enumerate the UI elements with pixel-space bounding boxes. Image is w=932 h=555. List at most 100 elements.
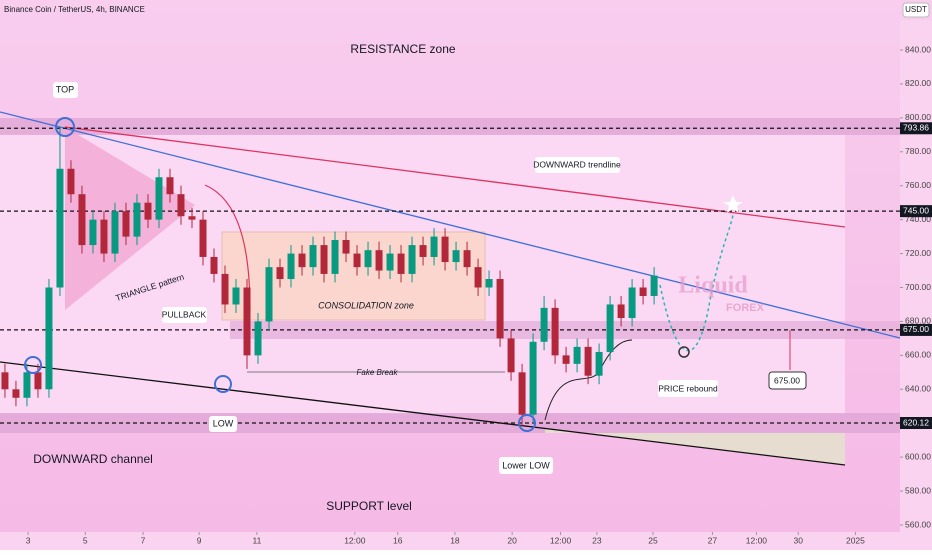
price-axis — [900, 20, 932, 532]
candle-body — [441, 236, 449, 263]
level-box — [900, 205, 932, 218]
annotation: RESISTANCE zone — [350, 42, 455, 56]
label-box — [768, 371, 807, 390]
candle-body — [56, 168, 64, 288]
candle-body — [210, 256, 218, 274]
x-tick-label: 2025 — [846, 535, 865, 545]
candle-body — [364, 250, 372, 268]
candle-body — [111, 211, 119, 254]
candle-body — [419, 245, 427, 257]
level-box — [900, 417, 932, 430]
candle-body — [155, 177, 163, 220]
candle-body — [34, 372, 42, 390]
candle-body — [320, 245, 328, 274]
currency: USDT — [905, 5, 927, 14]
annotation: SUPPORT level — [326, 499, 412, 513]
candle-body — [265, 267, 273, 322]
y-tick-label: 660.00 — [905, 350, 931, 360]
label-box — [209, 416, 237, 432]
projection — [659, 214, 734, 352]
candle-body — [78, 194, 86, 246]
candle-body — [529, 341, 537, 415]
candle-body — [199, 219, 207, 257]
candle-body — [309, 245, 317, 268]
level-label: 675.00 — [903, 324, 929, 334]
candle-body — [12, 389, 20, 398]
watermark: Liquid — [678, 273, 748, 299]
candle-body — [133, 202, 141, 237]
candle-body — [122, 211, 130, 237]
currency-box — [902, 2, 930, 18]
x-tick-label: 11 — [252, 535, 261, 545]
x-tick-label: 12:00 — [550, 535, 572, 545]
candle-body — [397, 253, 405, 274]
x-tick-label: 16 — [393, 535, 403, 545]
y-tick-label: 580.00 — [905, 485, 931, 495]
level-label: 793.86 — [903, 123, 929, 133]
candle-body — [584, 346, 592, 376]
x-tick-label: 5 — [83, 535, 88, 545]
label-box — [53, 82, 78, 98]
candle-body — [67, 168, 75, 195]
x-tick-label: 23 — [592, 535, 602, 545]
annotation: DOWNWARD trendline — [533, 159, 621, 169]
level-band — [230, 321, 900, 339]
level-label: 745.00 — [903, 205, 929, 215]
candle-body — [23, 372, 31, 398]
candle-body — [430, 236, 438, 257]
x-tick-label: 7 — [141, 535, 146, 545]
candle-body — [639, 287, 647, 296]
x-tick-label: 18 — [450, 535, 460, 545]
x-tick-label: 12:00 — [344, 535, 366, 545]
candle-body — [254, 321, 262, 356]
marker — [24, 356, 42, 374]
red-trendline — [64, 126, 846, 228]
annotation: CONSOLIDATION zone — [318, 300, 414, 310]
label-box — [499, 457, 553, 474]
candle-body — [628, 287, 636, 319]
candle-body — [144, 202, 152, 220]
watermark: FOREX — [726, 302, 765, 314]
channel-line — [0, 361, 846, 466]
y-tick-label: 840.00 — [905, 44, 931, 54]
x-tick-label: 30 — [793, 535, 803, 545]
candle-body — [650, 275, 658, 296]
label-box — [658, 380, 718, 397]
y-tick-label: 820.00 — [905, 78, 931, 88]
x-tick-label: 12:00 — [746, 535, 768, 545]
candle-body — [496, 279, 504, 339]
candle-body — [353, 253, 361, 268]
y-tick-label: 720.00 — [905, 248, 931, 258]
level-label: 620.12 — [903, 417, 929, 427]
annotation: TOP — [56, 84, 74, 94]
candle-body — [595, 351, 603, 376]
annotation: PRICE rebound — [658, 383, 718, 393]
candle-body — [232, 287, 240, 305]
candle-body — [551, 307, 559, 356]
level-box — [900, 122, 932, 135]
low-marker — [214, 375, 232, 393]
candle-body — [221, 273, 229, 305]
star — [723, 195, 743, 213]
candle-body — [507, 338, 515, 373]
candle-body — [573, 346, 581, 364]
candle-body — [276, 267, 284, 280]
y-tick-label: 700.00 — [905, 282, 931, 292]
candle-body — [166, 177, 174, 195]
y-tick-label: 740.00 — [905, 214, 931, 224]
lower-low-marker — [518, 414, 536, 432]
candle-body — [177, 194, 185, 217]
x-tick-label: 9 — [197, 535, 202, 545]
annotation: Fake Break — [357, 368, 399, 377]
annotation: Lower LOW — [502, 460, 550, 470]
resistance-band — [0, 118, 900, 135]
candle-body — [463, 250, 471, 268]
y-tick-label: 760.00 — [905, 180, 931, 190]
x-tick-label: 20 — [507, 535, 517, 545]
y-tick-label: 780.00 — [905, 146, 931, 156]
candle-body — [562, 355, 570, 364]
level-box — [900, 323, 932, 336]
label-box — [535, 157, 620, 173]
candle-body — [1, 372, 9, 390]
